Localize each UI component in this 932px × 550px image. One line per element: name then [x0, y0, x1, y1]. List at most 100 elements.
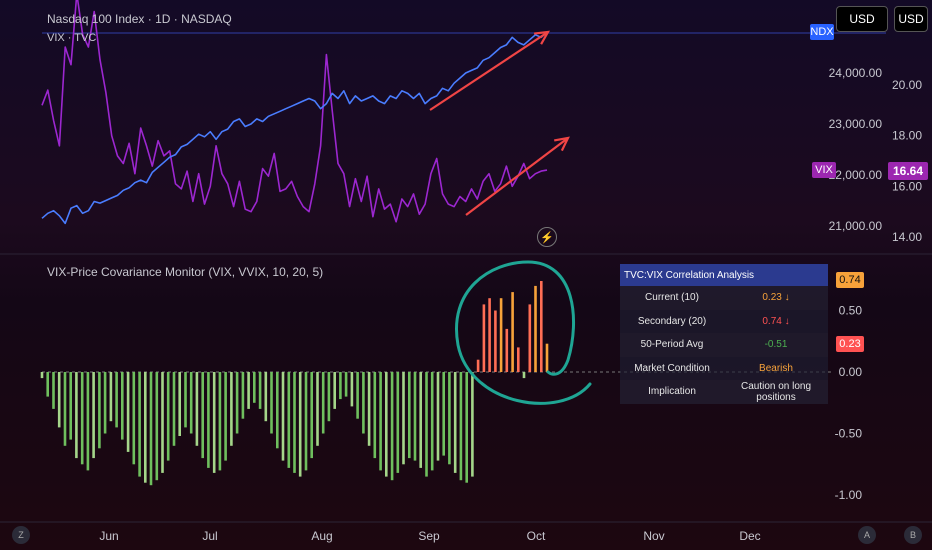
covariance-bar	[482, 304, 486, 372]
covariance-bar	[362, 372, 365, 434]
covariance-bar	[545, 343, 549, 372]
row-label: Market Condition	[634, 362, 710, 374]
vix-series-line	[41, 0, 548, 223]
covariance-bar	[436, 372, 440, 461]
row-label: Implication	[648, 386, 696, 398]
trend-arrow-vix	[465, 136, 570, 216]
covariance-bar	[488, 298, 491, 372]
covariance-bar	[316, 372, 319, 446]
covariance-bar	[499, 298, 503, 372]
covariance-bar	[144, 372, 147, 483]
covariance-bar	[344, 372, 348, 397]
covariance-bar	[321, 372, 325, 434]
trend-arrow-ndx	[429, 30, 551, 111]
covariance-bar	[390, 372, 394, 481]
indicator-title[interactable]: VIX-Price Covariance Monitor (VIX, VVIX,…	[47, 265, 324, 279]
covariance-bar	[540, 281, 543, 372]
covariance-bar	[115, 372, 118, 428]
row-value: Caution on long positions	[740, 380, 812, 403]
price-axis-tick: 23,000.00	[829, 117, 883, 131]
vix-axis-tick: 18.00	[892, 129, 922, 143]
covariance-bar	[396, 372, 400, 473]
currency-button-vix[interactable]: USD	[894, 6, 928, 32]
covariance-bar	[92, 372, 95, 459]
covariance-bar	[505, 328, 509, 372]
covariance-bar	[247, 372, 250, 409]
covariance-bar	[138, 372, 141, 477]
arrow-shaft	[429, 31, 549, 111]
covariance-bar	[253, 372, 256, 403]
currency-button-price[interactable]: USD	[836, 6, 888, 32]
table-row: Market Condition Bearish	[620, 356, 828, 380]
arrow-head	[533, 30, 551, 45]
vix-axis-tick: 16.00	[892, 179, 922, 193]
table-row: Current (10) 0.23 ↓	[620, 286, 828, 310]
covariance-bar	[195, 372, 199, 446]
arrow-shaft	[465, 137, 569, 216]
timezone-button[interactable]: Z	[12, 526, 30, 544]
covariance-bar	[528, 304, 532, 372]
covariance-bar	[207, 372, 210, 468]
covariance-bar	[298, 372, 302, 477]
indicator-axis-tick: 0.00	[839, 365, 863, 379]
bar-replay-button[interactable]: B	[904, 526, 922, 544]
table-row: Implication Caution on long positions	[620, 380, 828, 404]
covariance-bar	[459, 372, 463, 481]
covariance-bar	[241, 372, 245, 419]
covariance-bar	[258, 372, 262, 409]
covariance-bar	[310, 372, 313, 459]
covariance-bar	[103, 372, 107, 434]
covariance-bar	[109, 372, 113, 422]
time-axis-tick: Aug	[311, 529, 332, 543]
covariance-bar	[201, 372, 204, 459]
table-title: TVC:VIX Correlation Analysis	[620, 264, 828, 286]
covariance-bar	[86, 372, 90, 471]
covariance-bar	[511, 292, 514, 372]
covariance-bar	[212, 372, 216, 473]
covariance-bar	[276, 372, 279, 449]
vix-label-tag: VIX	[812, 162, 836, 178]
covariance-bar	[172, 372, 176, 446]
covariance-bar	[471, 372, 474, 477]
covariance-bar	[373, 372, 377, 459]
covariance-bar	[121, 372, 124, 440]
covariance-bar	[327, 372, 331, 422]
covariance-bar	[57, 372, 61, 428]
ndx-price-tag: NDX	[810, 24, 834, 40]
covariance-bar	[218, 372, 222, 471]
indicator-tag-current: 0.23	[836, 336, 864, 352]
main-symbol-title[interactable]: Nasdaq 100 Index · 1D · NASDAQ	[47, 12, 232, 26]
table-row: 50-Period Avg -0.51	[620, 333, 828, 357]
indicator-axis-tick: 0.50	[839, 304, 863, 318]
price-axis-tick: 22,000.00	[829, 168, 883, 182]
covariance-bar	[166, 372, 170, 461]
price-axis-tick: 21,000.00	[829, 219, 883, 233]
covariance-bar	[367, 372, 371, 446]
ndx-series-line	[41, 31, 548, 225]
vix-axis-tick: 20.00	[892, 78, 922, 92]
highlight-circle	[455, 260, 592, 405]
covariance-bar	[453, 372, 457, 473]
auto-scale-button[interactable]: A	[858, 526, 876, 544]
covariance-bar	[149, 372, 153, 486]
covariance-bar	[161, 372, 164, 473]
indicator-tag-secondary: 0.74	[836, 272, 864, 288]
arrow-head	[554, 136, 570, 152]
covariance-bar	[63, 372, 67, 446]
covariance-bar	[356, 372, 359, 419]
lightning-icon[interactable]: ⚡	[537, 227, 557, 247]
indicator-axis-tick: -1.00	[835, 488, 863, 502]
time-axis-tick: Sep	[418, 529, 440, 543]
covariance-bar	[46, 372, 49, 397]
covariance-bar	[264, 372, 268, 422]
covariance-bar	[98, 372, 101, 449]
covariance-bar	[494, 310, 497, 372]
covariance-bar	[287, 372, 291, 468]
covariance-bar	[333, 372, 336, 409]
covariance-bar	[442, 372, 445, 456]
covariance-bar	[413, 372, 417, 461]
secondary-symbol-title[interactable]: VIX · TVC	[47, 32, 97, 44]
vix-current-tag: 16.64	[888, 162, 928, 180]
